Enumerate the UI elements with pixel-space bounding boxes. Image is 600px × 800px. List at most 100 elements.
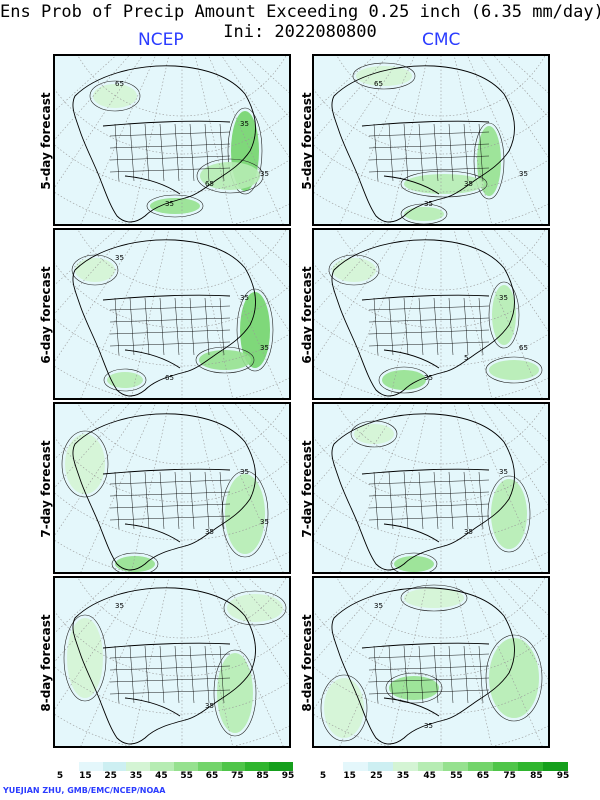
map-panel-ncep-5day: 35 65 65 35 35	[53, 54, 291, 226]
probability-contour	[487, 475, 531, 553]
graticule	[55, 56, 289, 224]
probability-contour	[378, 366, 430, 394]
probability-area	[356, 66, 412, 86]
contour-label: 35	[464, 180, 473, 188]
state-line	[144, 297, 150, 356]
colorbar-tick-label: 95	[281, 771, 295, 781]
probability-contour	[213, 649, 257, 737]
longitude-line	[194, 230, 233, 398]
colorbar-tick-label: 75	[231, 771, 244, 781]
state-line	[219, 297, 225, 356]
probability-contour	[221, 470, 269, 558]
map-canvas: 35 35	[55, 578, 289, 746]
probability-contour	[400, 584, 468, 612]
longitude-line	[194, 578, 233, 746]
contour-label: 35	[374, 602, 383, 610]
state-borders	[368, 645, 490, 704]
contour-label: 35	[464, 528, 473, 536]
probability-contour	[111, 552, 159, 572]
colorbar-tick-label: 85	[256, 771, 269, 781]
map-panel-cmc-8day: 35 35	[312, 576, 550, 748]
contour-label: 35	[260, 170, 269, 178]
state-line	[174, 471, 180, 530]
state-line	[159, 471, 165, 530]
continent-outline	[72, 65, 256, 223]
colorbar-tick-label: 55	[180, 771, 193, 781]
state-line	[368, 305, 490, 311]
contour-label: 35	[260, 344, 269, 352]
probability-area	[382, 370, 426, 390]
graticule	[314, 404, 548, 572]
colorbar-tick-label: 55	[450, 771, 463, 781]
longitude-line	[55, 404, 130, 488]
state-line	[433, 471, 439, 530]
state-line	[433, 123, 439, 182]
contour-label: 35	[499, 294, 508, 302]
state-line	[109, 155, 231, 161]
probability-area	[225, 474, 265, 554]
state-line	[109, 491, 231, 497]
state-line	[109, 689, 231, 695]
column-header-cmc: CMC	[422, 30, 461, 50]
state-line	[433, 297, 439, 356]
state-line	[219, 471, 225, 530]
colorbar-swatch	[418, 762, 443, 771]
probability-contour	[390, 552, 438, 572]
longitude-line	[131, 404, 170, 572]
colorbar-swatch	[518, 762, 543, 771]
probability-contour	[61, 430, 109, 498]
colorbar-swatch	[197, 762, 222, 771]
colorbar-tick-label: 65	[205, 771, 219, 781]
graticule	[55, 578, 289, 746]
graticule	[55, 404, 289, 572]
state-line	[109, 167, 231, 173]
colorbar-swatch	[343, 762, 368, 771]
longitude-line	[131, 230, 170, 398]
us-canada-border	[361, 468, 490, 475]
map-panel-cmc-7day: 35 35	[312, 402, 550, 574]
state-line	[463, 645, 469, 704]
state-line	[368, 329, 490, 335]
state-line	[109, 305, 231, 311]
graticule	[314, 56, 548, 224]
longitude-line	[314, 578, 389, 662]
state-line	[418, 297, 424, 356]
probability-area	[404, 588, 464, 608]
probability-contour	[146, 194, 204, 218]
probability-area	[107, 372, 143, 388]
state-line	[159, 123, 165, 182]
state-borders	[368, 123, 490, 182]
graticule	[55, 230, 289, 398]
us-mexico-border	[124, 523, 181, 543]
state-line	[144, 645, 150, 704]
continent-outline	[331, 239, 515, 397]
contour-label: 35	[165, 200, 174, 208]
map-canvas: 35 65 35 5	[314, 230, 548, 398]
probability-contour	[320, 674, 368, 742]
us-mexico-border	[383, 697, 440, 717]
state-line	[433, 645, 439, 704]
contour-label: 35	[424, 722, 433, 730]
us-mexico-border	[124, 697, 181, 717]
state-line	[403, 471, 409, 530]
probability-contour	[236, 288, 274, 372]
credit-line: YUEJIAN ZHU, GMB/EMC/NCEP/NOAA	[3, 786, 166, 795]
colorbar-swatch	[493, 762, 518, 771]
colorbar-swatch	[55, 762, 79, 771]
map-canvas: 35 65 35 35	[55, 230, 289, 398]
state-line	[368, 155, 490, 161]
probability-contour	[195, 346, 255, 374]
state-line	[463, 471, 469, 530]
probability-contour	[63, 614, 107, 702]
state-line	[174, 645, 180, 704]
state-line	[109, 341, 231, 347]
state-line	[368, 317, 490, 323]
colorbar-swatch	[543, 762, 568, 771]
coastline	[331, 239, 515, 397]
state-line	[109, 665, 231, 671]
probability-shading	[63, 590, 287, 737]
state-line	[403, 297, 409, 356]
probability-contour	[223, 590, 287, 626]
probability-area	[115, 556, 155, 572]
us-canada-border	[361, 642, 490, 649]
